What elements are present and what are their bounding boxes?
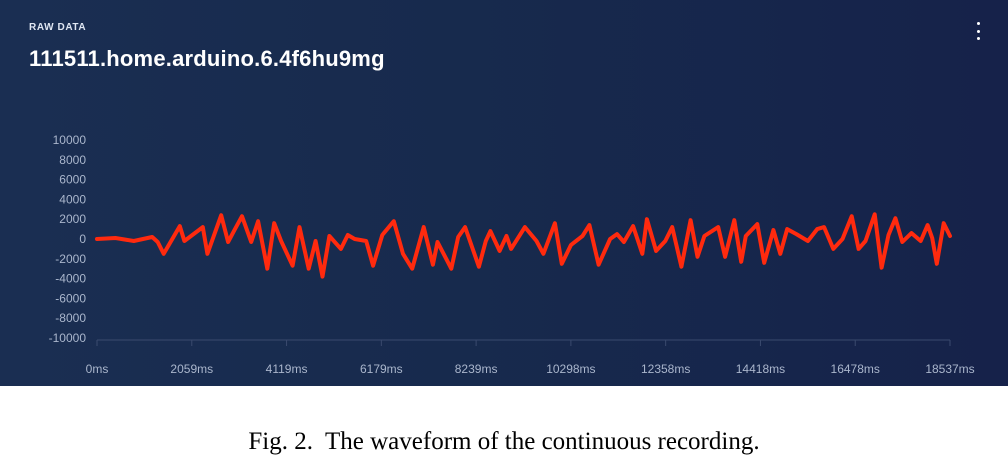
- x-tick-label: 8239ms: [455, 362, 498, 376]
- y-tick-label: -2000: [55, 252, 86, 266]
- x-tick-label: 12358ms: [641, 362, 690, 376]
- raw-data-panel: RAW DATA 111511.home.arduino.6.4f6hu9mg …: [0, 0, 1008, 386]
- y-tick-label: -10000: [49, 331, 87, 345]
- y-tick-label: -4000: [55, 272, 86, 286]
- y-tick-label: -6000: [55, 291, 86, 305]
- waveform-series-line: [95, 212, 952, 279]
- y-tick-label: 10000: [53, 133, 87, 147]
- y-tick-label: 0: [79, 232, 86, 246]
- vertical-dots-icon[interactable]: [974, 22, 982, 40]
- dot: [976, 22, 980, 25]
- x-tick-label: 4119ms: [266, 362, 308, 376]
- y-tick-label: 8000: [59, 153, 86, 167]
- x-tick-label: 18537ms: [925, 362, 974, 376]
- y-tick-label: -8000: [55, 311, 86, 325]
- x-tick-label: 6179ms: [360, 362, 403, 376]
- dot: [976, 29, 980, 33]
- y-tick-label: 4000: [59, 192, 86, 206]
- device-title: 111511.home.arduino.6.4f6hu9mg: [29, 46, 385, 71]
- x-tick-label: 14418ms: [736, 362, 785, 376]
- x-tick-label: 2059ms: [170, 362, 213, 376]
- panel-label: RAW DATA: [29, 22, 87, 33]
- y-tick-label: 2000: [59, 212, 86, 226]
- y-tick-label: 6000: [59, 173, 86, 187]
- dot: [976, 37, 980, 40]
- x-tick-label: 10298ms: [546, 362, 595, 376]
- caption-label: Fig. 2.: [248, 428, 313, 455]
- x-axis-ticks: 0ms 2059ms 4119ms 6179ms 8239ms 10298ms 12358m…: [86, 340, 975, 376]
- caption-text: The waveform of the continuous recording…: [325, 428, 760, 455]
- x-tick-label: 16478ms: [831, 362, 880, 376]
- y-axis-ticks: 10000 8000 6000 4000 2000 0 -2000 -4000 -6000 -80…: [49, 133, 87, 345]
- x-tick-label: 0ms: [86, 362, 109, 376]
- waveform-chart: 10000 8000 6000 4000 2000 0 -2000 -4000 -6000 -80…: [49, 133, 975, 376]
- figure-caption: Fig. 2. The waveform of the continuous re…: [0, 428, 1008, 456]
